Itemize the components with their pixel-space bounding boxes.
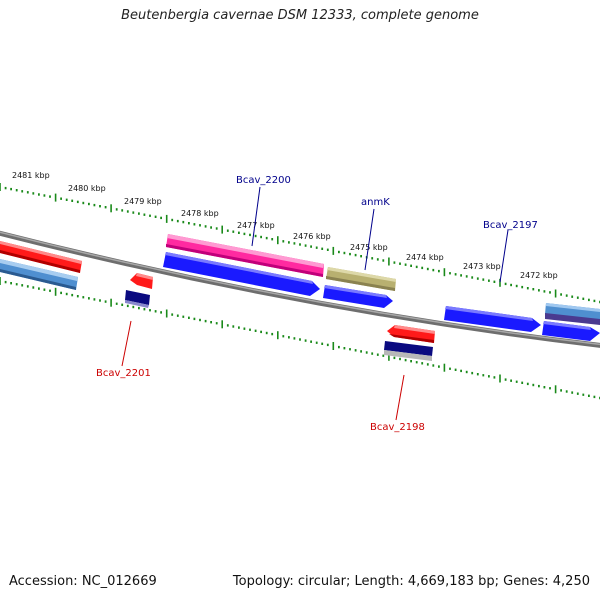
inner-tick-track — [0, 277, 600, 400]
kbp-label: 2480 kbp — [68, 184, 106, 193]
kbp-label: 2475 kbp — [350, 243, 388, 252]
gene-bar[interactable] — [384, 341, 433, 361]
kbp-label: 2479 kbp — [124, 197, 162, 206]
kbp-label: 2478 kbp — [181, 209, 219, 218]
gene-bar[interactable] — [166, 234, 324, 277]
genome-backbone — [0, 230, 600, 348]
genome-stats-text: Topology: circular; Length: 4,669,183 bp… — [232, 574, 590, 589]
kbp-label: 2481 kbp — [12, 171, 50, 180]
gene-label-bcav-2197[interactable]: Bcav_2197 — [483, 220, 538, 231]
gene-arrow[interactable] — [542, 321, 600, 341]
kbp-label: 2476 kbp — [293, 232, 331, 241]
map-title: Beutenbergia cavernae DSM 12333, complet… — [121, 8, 479, 23]
kbp-label: 2474 kbp — [406, 253, 444, 262]
forward-strand-arrows — [163, 252, 600, 341]
gene-bar[interactable] — [0, 241, 82, 273]
gene-arrow[interactable] — [163, 252, 320, 296]
gene-bar[interactable] — [0, 259, 78, 290]
genome-backbone-highlight — [0, 231, 600, 346]
kbp-label: 2477 kbp — [237, 221, 275, 230]
gene-bar[interactable] — [125, 290, 150, 308]
kbp-label: 2473 kbp — [463, 262, 501, 271]
gene-labels: Bcav_2200 anmK Bcav_2197 Bcav_2201 Bcav_… — [96, 175, 538, 433]
label-leaders — [121, 186, 509, 421]
gene-arrow[interactable] — [323, 285, 393, 308]
reverse-strand-genes — [125, 273, 435, 361]
gene-arrow[interactable] — [444, 306, 541, 332]
gene-label-anmk[interactable]: anmK — [361, 197, 390, 208]
accession-text: Accession: NC_012669 — [9, 574, 157, 589]
outer-tick-track — [0, 183, 600, 304]
forward-strand-genes — [0, 234, 600, 325]
gene-label-bcav-2200[interactable]: Bcav_2200 — [236, 175, 291, 186]
gene-bar[interactable] — [326, 267, 396, 291]
gene-bar[interactable] — [545, 303, 600, 320]
gene-arrow[interactable] — [130, 273, 153, 289]
kbp-label: 2472 kbp — [520, 271, 558, 280]
gene-bar[interactable] — [545, 313, 600, 325]
gene-arrow[interactable] — [387, 325, 435, 343]
gene-label-bcav-2201[interactable]: Bcav_2201 — [96, 368, 151, 379]
gene-label-bcav-2198[interactable]: Bcav_2198 — [370, 422, 425, 433]
kbp-labels: 2481 kbp 2480 kbp 2479 kbp 2478 kbp 2477… — [12, 171, 558, 280]
